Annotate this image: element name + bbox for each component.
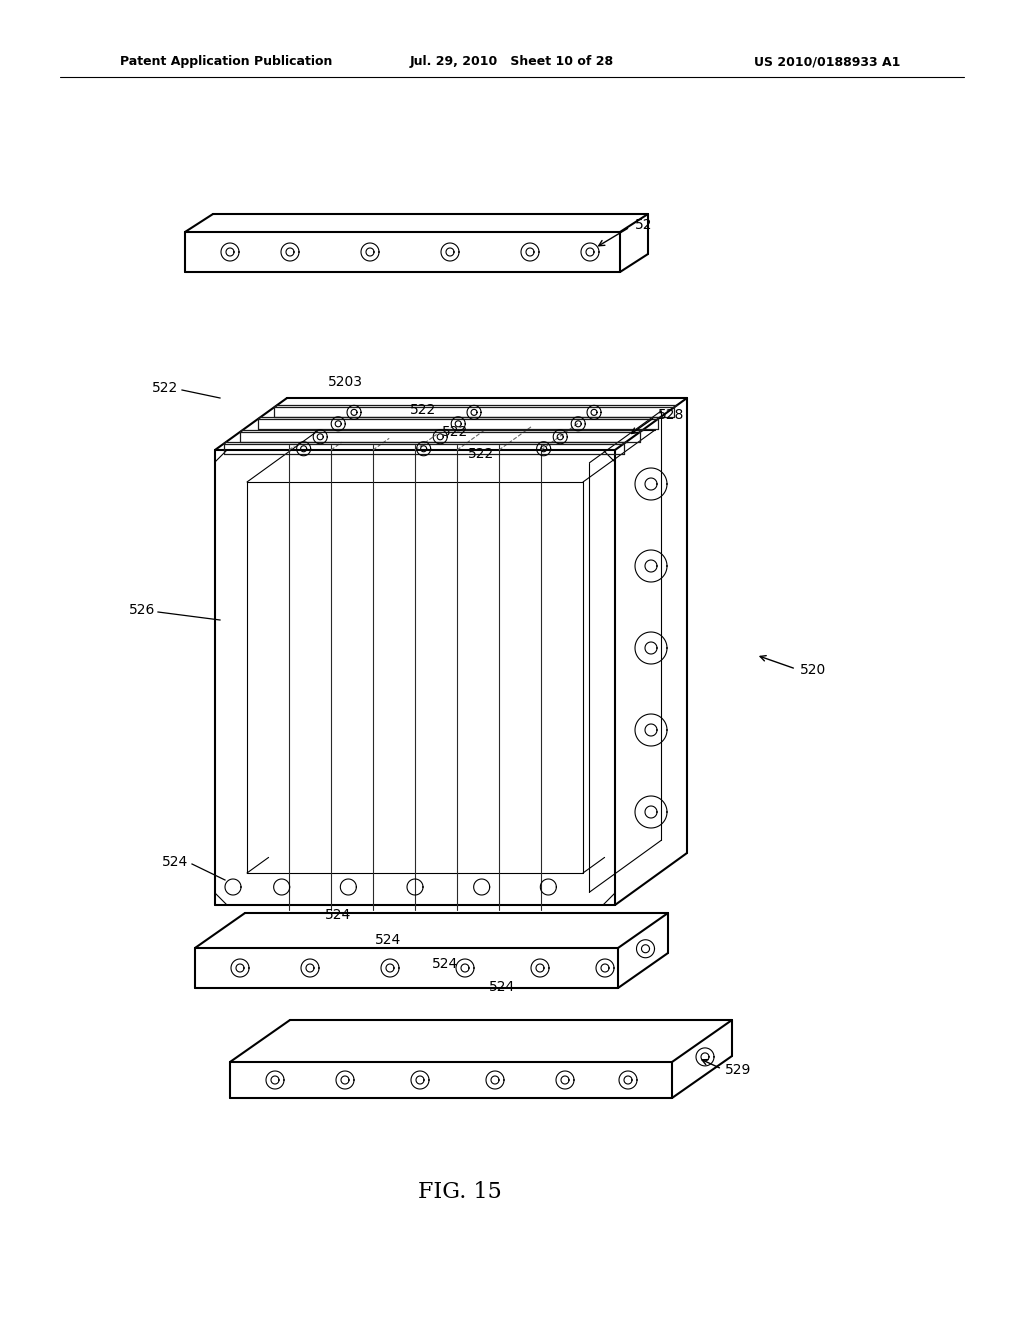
Text: 522: 522: [152, 381, 178, 395]
Text: Patent Application Publication: Patent Application Publication: [120, 55, 333, 69]
Text: 522: 522: [442, 425, 468, 440]
Text: Jul. 29, 2010   Sheet 10 of 28: Jul. 29, 2010 Sheet 10 of 28: [410, 55, 614, 69]
Text: 524: 524: [375, 933, 401, 946]
Text: 520: 520: [800, 663, 826, 677]
Text: 5203: 5203: [328, 375, 362, 389]
Text: FIG. 15: FIG. 15: [418, 1181, 502, 1203]
Text: 524: 524: [488, 979, 515, 994]
Text: 522: 522: [410, 403, 436, 417]
Text: 524: 524: [162, 855, 188, 869]
Text: 52: 52: [635, 218, 652, 232]
Text: 526: 526: [129, 603, 155, 616]
Text: 529: 529: [725, 1063, 752, 1077]
Text: US 2010/0188933 A1: US 2010/0188933 A1: [754, 55, 900, 69]
Text: 528: 528: [658, 408, 684, 422]
Text: 524: 524: [432, 957, 458, 972]
Text: 524: 524: [325, 908, 351, 921]
Text: 522: 522: [468, 447, 495, 461]
